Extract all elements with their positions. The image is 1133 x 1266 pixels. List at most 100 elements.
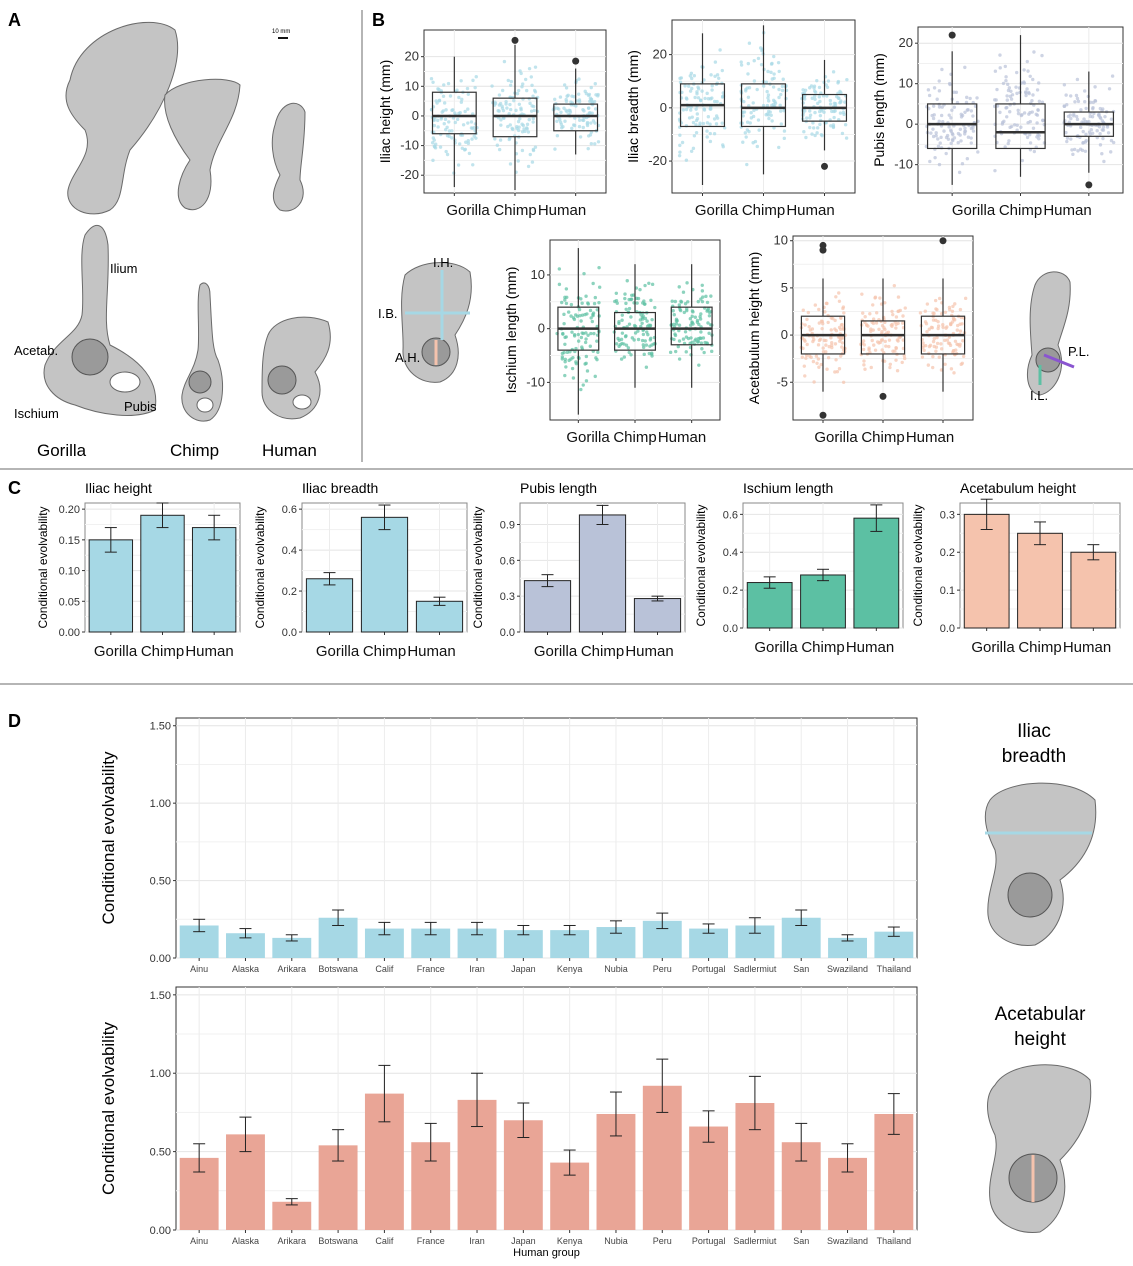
data-point <box>615 301 619 305</box>
data-point <box>923 309 928 313</box>
data-point <box>939 113 944 118</box>
data-point <box>840 345 844 349</box>
data-point <box>578 135 583 139</box>
data-point <box>642 352 646 357</box>
data-point <box>698 336 702 340</box>
data-point <box>565 110 569 114</box>
data-point <box>829 124 833 128</box>
data-point <box>862 359 866 363</box>
data-point <box>815 126 820 130</box>
data-point <box>701 121 706 126</box>
x-tick-label: Gorilla <box>534 643 578 660</box>
data-point <box>924 321 929 326</box>
data-point <box>672 312 676 317</box>
data-point <box>699 330 703 334</box>
data-point <box>516 88 521 93</box>
data-point <box>769 113 773 118</box>
data-point <box>950 320 955 324</box>
data-point <box>514 108 518 113</box>
y-tick-label: 10 <box>405 78 419 93</box>
data-point <box>873 348 878 352</box>
chart-4: -10 0 10 Ischium length (mm) Gorilla Chimp Hum… <box>503 239 721 446</box>
data-point <box>708 323 713 327</box>
data-point <box>579 297 583 301</box>
data-point <box>497 147 502 152</box>
data-point <box>925 329 929 334</box>
pelvis-schematic-measures: I.H. I.B. A.H. <box>378 255 472 383</box>
y-tick-label: -10 <box>894 157 913 172</box>
data-point <box>1015 91 1019 96</box>
data-point <box>765 112 770 116</box>
data-point <box>949 367 954 371</box>
data-point <box>1075 77 1080 82</box>
data-point <box>834 295 838 299</box>
data-point <box>869 365 873 370</box>
data-point <box>533 145 538 149</box>
data-point <box>937 162 942 167</box>
data-point <box>577 307 582 312</box>
data-point <box>963 296 968 301</box>
data-point <box>1025 87 1029 91</box>
x-tick-label: Botswana <box>318 964 358 974</box>
data-point <box>1031 126 1036 130</box>
data-point <box>577 124 582 129</box>
y-tick-label: 5 <box>781 280 788 295</box>
data-point <box>638 318 643 322</box>
x-tick-label: Swaziland <box>827 1236 868 1246</box>
data-point <box>756 56 761 61</box>
data-point <box>633 331 638 335</box>
y-tick-label: 0.3 <box>940 509 955 521</box>
data-point <box>808 113 813 117</box>
data-point <box>579 387 583 392</box>
y-tick-label: 0.05 <box>59 596 80 608</box>
data-point <box>836 81 840 85</box>
outlier-point <box>819 246 827 254</box>
data-point <box>531 116 536 121</box>
data-point <box>959 112 963 117</box>
x-tick-label: Japan <box>511 1236 536 1246</box>
data-point <box>934 134 938 138</box>
data-point <box>766 69 770 74</box>
data-point <box>645 330 649 334</box>
x-tick-label: Botswana <box>318 1236 358 1246</box>
data-point <box>559 110 563 114</box>
data-point <box>831 70 836 74</box>
data-point <box>874 311 879 315</box>
data-point <box>627 306 632 311</box>
data-point <box>955 323 960 328</box>
data-point <box>1069 137 1073 141</box>
data-point <box>935 335 939 340</box>
data-point <box>937 355 941 359</box>
data-point <box>959 139 963 143</box>
data-point <box>771 85 776 89</box>
data-point <box>499 118 503 122</box>
data-point <box>564 86 569 90</box>
chart-5: -5 0 5 10 Acetabulum height (mm) Gorilla Chimp… <box>746 233 974 446</box>
y-axis-label: Iliac breadth (mm) <box>625 50 641 163</box>
data-point <box>456 163 461 167</box>
data-point <box>643 339 647 343</box>
data-point <box>875 340 880 344</box>
data-point <box>466 141 471 146</box>
data-point <box>695 112 700 116</box>
data-point <box>627 350 631 355</box>
data-point <box>705 129 709 133</box>
outlier-point <box>939 237 947 245</box>
data-point <box>760 48 764 53</box>
data-point <box>574 313 578 317</box>
data-point <box>527 117 531 122</box>
data-point <box>773 101 778 105</box>
data-point <box>1075 117 1080 122</box>
data-point <box>841 380 846 384</box>
data-point <box>493 101 498 106</box>
x-tick-label: France <box>417 1236 445 1246</box>
data-point <box>700 89 704 93</box>
data-point <box>574 104 578 108</box>
data-point <box>813 303 818 307</box>
chart-7: 0.0 0.2 0.4 0.6 Conditional evolvability Gori… <box>253 480 468 660</box>
data-point <box>841 305 846 309</box>
data-point <box>802 130 806 134</box>
data-point <box>691 146 696 151</box>
data-point <box>812 84 817 88</box>
data-point <box>574 346 578 351</box>
